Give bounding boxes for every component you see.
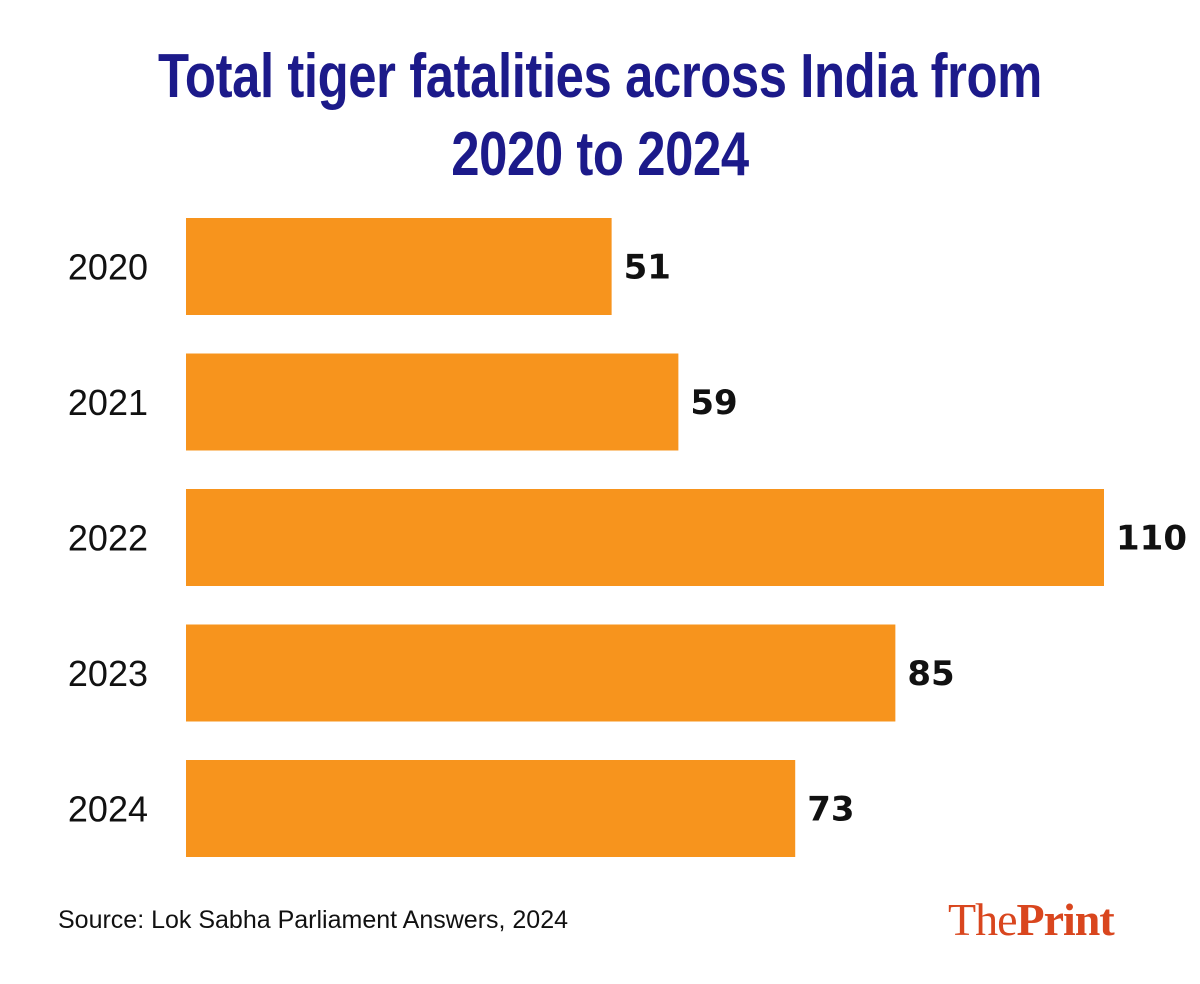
data-label: 59 xyxy=(690,383,737,423)
data-label: 85 xyxy=(907,654,954,694)
category-label: 2021 xyxy=(68,382,148,423)
source-note: Source: Lok Sabha Parliament Answers, 20… xyxy=(58,906,569,934)
data-label: 73 xyxy=(807,790,854,830)
chart-title: Total tiger fatalities across India from… xyxy=(158,42,1042,189)
bar-2020 xyxy=(186,218,612,315)
bar-2022 xyxy=(186,489,1104,586)
bar-2024 xyxy=(186,760,796,857)
bar-2021 xyxy=(186,353,679,451)
bar-2023 xyxy=(186,624,896,722)
theprint-logo: ThePrint xyxy=(948,894,1115,945)
category-label: 2020 xyxy=(68,247,148,288)
category-label: 2023 xyxy=(68,653,148,694)
category-label: 2024 xyxy=(68,789,148,830)
data-label: 51 xyxy=(624,248,671,288)
category-label: 2022 xyxy=(68,518,148,559)
data-label: 110 xyxy=(1116,519,1187,559)
